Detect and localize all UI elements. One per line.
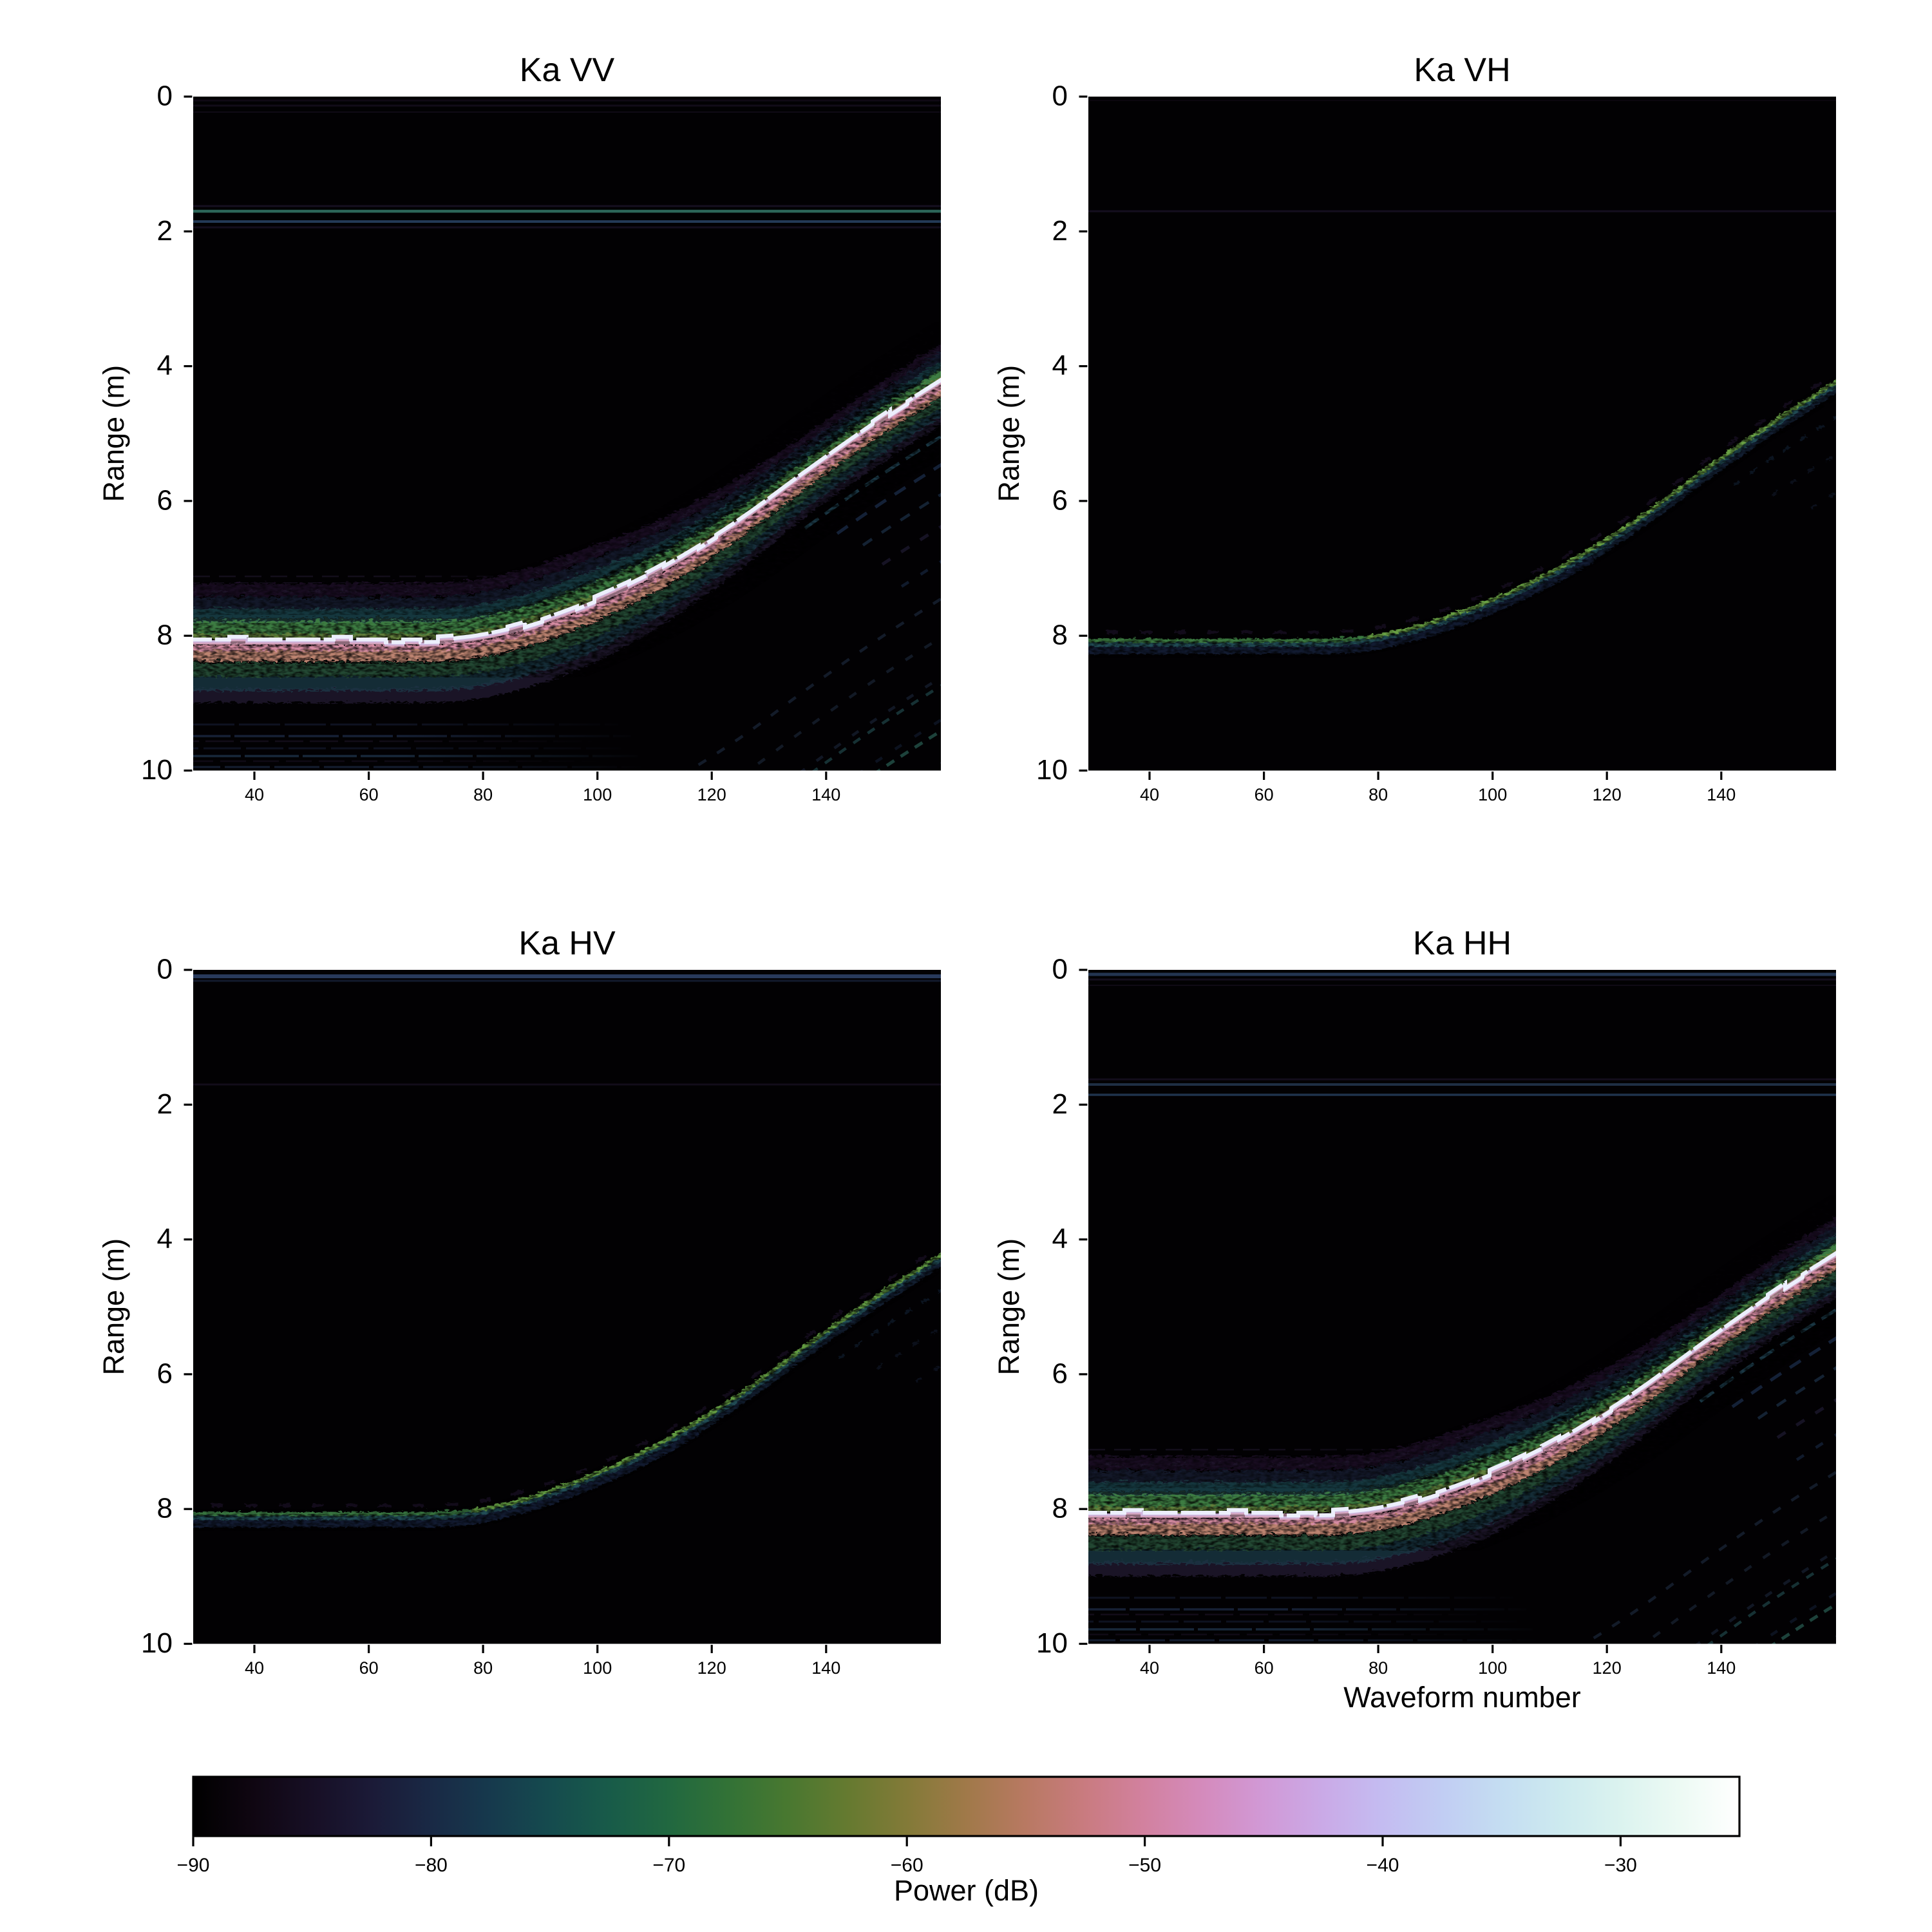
svg-text:40: 40 [245,785,264,804]
svg-text:6: 6 [1052,484,1068,516]
svg-text:4: 4 [157,1223,173,1255]
svg-text:2: 2 [1052,1088,1068,1120]
svg-text:40: 40 [245,1658,264,1678]
svg-text:−70: −70 [652,1855,685,1876]
svg-text:10: 10 [141,1627,173,1659]
svg-text:8: 8 [157,620,173,651]
svg-text:Ka VH: Ka VH [1414,52,1510,89]
svg-text:4: 4 [1052,1223,1068,1255]
svg-text:60: 60 [359,785,379,804]
svg-text:100: 100 [583,785,612,804]
svg-text:40: 40 [1140,1658,1159,1678]
svg-text:−50: −50 [1128,1855,1161,1876]
svg-text:60: 60 [359,1658,379,1678]
svg-text:100: 100 [1478,1658,1507,1678]
svg-text:Ka HH: Ka HH [1413,925,1511,962]
svg-text:120: 120 [697,785,726,804]
svg-text:140: 140 [1707,1658,1736,1678]
svg-text:−90: −90 [177,1855,210,1876]
svg-text:0: 0 [1052,80,1068,112]
svg-text:Range (m): Range (m) [992,365,1025,502]
svg-text:Ka VV: Ka VV [520,52,615,89]
svg-text:−60: −60 [891,1855,923,1876]
svg-text:140: 140 [811,1658,840,1678]
svg-text:6: 6 [1052,1358,1068,1389]
svg-text:120: 120 [1593,1658,1622,1678]
svg-text:2: 2 [157,1088,173,1120]
svg-text:Range (m): Range (m) [992,1238,1025,1376]
svg-text:8: 8 [1052,1493,1068,1524]
svg-text:−80: −80 [415,1855,448,1876]
svg-text:2: 2 [1052,215,1068,247]
svg-text:8: 8 [1052,620,1068,651]
svg-text:6: 6 [157,484,173,516]
svg-text:40: 40 [1140,785,1159,804]
svg-text:0: 0 [1052,954,1068,985]
svg-text:Range (m): Range (m) [97,365,130,502]
svg-text:−30: −30 [1604,1855,1637,1876]
svg-text:10: 10 [141,754,173,786]
svg-text:100: 100 [583,1658,612,1678]
svg-text:100: 100 [1478,785,1507,804]
svg-text:4: 4 [157,350,173,381]
svg-text:2: 2 [157,215,173,247]
svg-text:140: 140 [811,785,840,804]
svg-text:6: 6 [157,1358,173,1389]
svg-text:140: 140 [1707,785,1736,804]
svg-text:0: 0 [157,954,173,985]
svg-text:4: 4 [1052,350,1068,381]
svg-text:Power (dB): Power (dB) [894,1874,1039,1907]
svg-text:80: 80 [1368,1658,1388,1678]
svg-text:Ka HV: Ka HV [518,925,616,962]
svg-text:120: 120 [1593,785,1622,804]
svg-text:60: 60 [1255,785,1274,804]
svg-text:120: 120 [697,1658,726,1678]
svg-text:80: 80 [473,785,493,804]
svg-text:Range (m): Range (m) [97,1238,130,1376]
svg-text:60: 60 [1255,1658,1274,1678]
svg-text:10: 10 [1036,1627,1068,1659]
svg-text:80: 80 [1368,785,1388,804]
svg-text:−40: −40 [1367,1855,1399,1876]
svg-text:10: 10 [1036,754,1068,786]
svg-text:80: 80 [473,1658,493,1678]
svg-text:0: 0 [157,80,173,112]
svg-text:Waveform number: Waveform number [1343,1681,1580,1714]
svg-text:8: 8 [157,1493,173,1524]
